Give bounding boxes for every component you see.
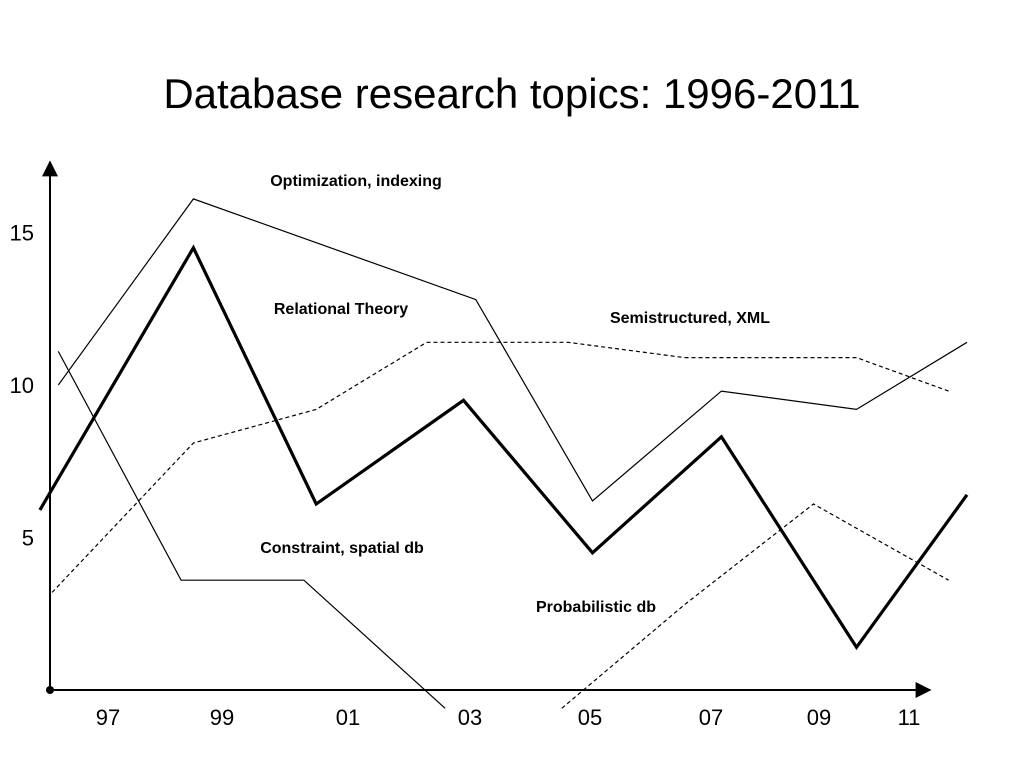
x-tick-label: 97 <box>96 705 120 730</box>
x-tick-label: 05 <box>578 705 602 730</box>
series-label-1: Relational Theory <box>274 301 408 318</box>
y-tick-label: 5 <box>22 526 34 551</box>
x-tick-label: 07 <box>699 705 723 730</box>
x-tick-label: 09 <box>807 705 831 730</box>
series-label-0: Optimization, indexing <box>270 173 442 190</box>
series-line-4 <box>561 503 949 709</box>
y-tick-label: 10 <box>10 373 34 398</box>
y-tick-label: 15 <box>10 221 34 246</box>
chart-title: Database research topics: 1996-2011 <box>163 70 861 117</box>
series-line-0 <box>57 198 968 502</box>
series-label-2: Semistructured, XML <box>610 310 770 327</box>
x-tick-label: 11 <box>898 705 921 730</box>
series-line-2 <box>51 341 949 593</box>
series-label-3: Constraint, spatial db <box>260 540 424 557</box>
series-line-3 <box>57 351 446 709</box>
x-tick-label: 99 <box>210 705 234 730</box>
series-line-1 <box>38 244 969 651</box>
series-label-4: Probabilistic db <box>536 599 656 616</box>
x-tick-label: 03 <box>458 705 482 730</box>
x-tick-label: 01 <box>336 705 360 730</box>
axis-origin <box>46 686 54 694</box>
